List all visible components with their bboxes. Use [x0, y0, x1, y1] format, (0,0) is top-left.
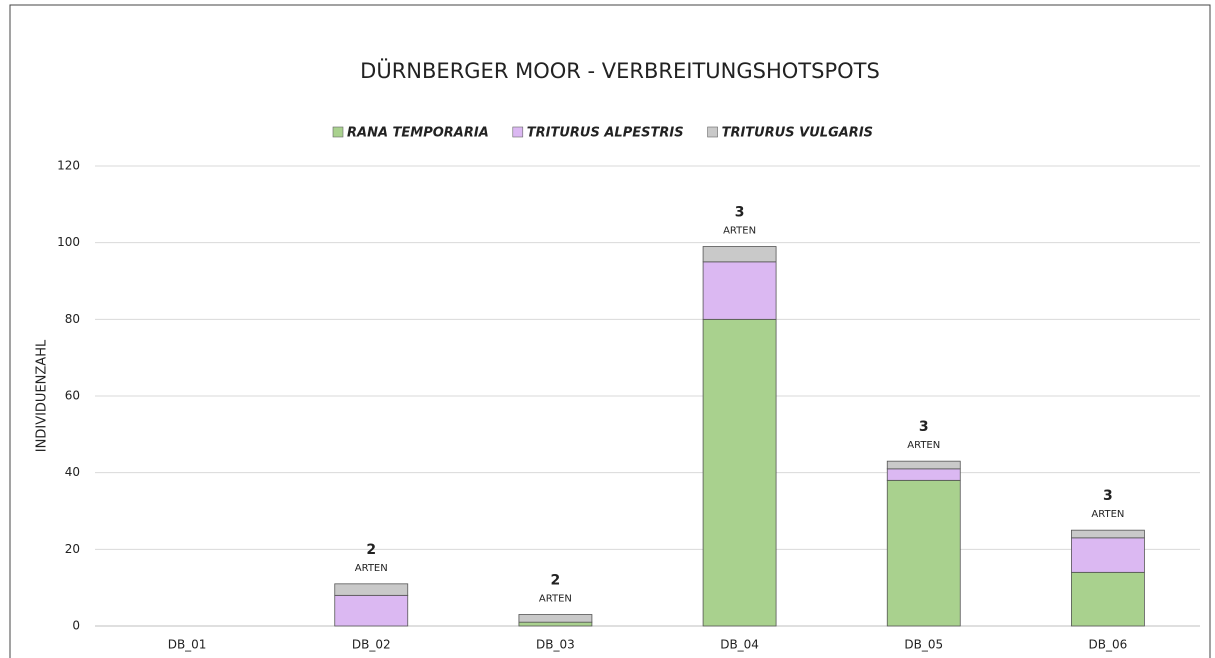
legend-swatch [512, 126, 524, 138]
bar-segment [886, 479, 961, 627]
y-axis-label: INDIVIDUENZAHL [35, 339, 50, 452]
species-label: ARTEN [1091, 509, 1124, 520]
bar-segment [702, 261, 777, 320]
species-label: ARTEN [539, 594, 572, 605]
legend-label: TRITURUS VULGARIS [722, 126, 873, 141]
x-tick-label: DB_03 [536, 638, 575, 652]
y-tick-label: 80 [65, 312, 80, 326]
species-count: 2 [551, 573, 561, 589]
y-tick-label: 0 [72, 619, 80, 633]
bar-segment [518, 614, 593, 623]
species-count: 2 [366, 542, 376, 558]
x-tick-label: DB_06 [1089, 638, 1128, 652]
y-tick-label: 120 [57, 159, 80, 173]
bar-segment [518, 621, 593, 627]
legend-label: RANA TEMPORARIA [347, 126, 489, 141]
legend-swatch [332, 126, 344, 138]
x-tick-label: DB_02 [352, 638, 391, 652]
y-tick-label: 40 [65, 465, 80, 479]
x-tick-label: DB_05 [904, 638, 943, 652]
bar-segment [702, 246, 777, 263]
bar-segment [1071, 529, 1145, 539]
bar-segment [886, 460, 961, 470]
bar-segment [702, 318, 777, 627]
bar-segment [886, 468, 961, 481]
bar-segment [1071, 571, 1145, 627]
bar-segment [1071, 537, 1145, 573]
species-label: ARTEN [355, 563, 388, 574]
frame [9, 4, 1211, 658]
y-tick-label: 100 [57, 235, 80, 249]
species-label: ARTEN [723, 226, 756, 237]
legend-swatch [707, 126, 718, 138]
species-count: 3 [919, 419, 929, 435]
legend-label: TRITURUS ALPESTRIS [527, 126, 684, 141]
bar-segment [334, 594, 409, 627]
y-tick-label: 20 [65, 542, 80, 556]
x-tick-label: DB_01 [168, 638, 207, 652]
species-label: ARTEN [907, 440, 940, 451]
species-count: 3 [735, 205, 745, 221]
bar-segment [334, 583, 409, 596]
chart-title: DÜRNBERGER MOOR - VERBREITUNGSHOTSPOTS [360, 58, 880, 83]
y-tick-label: 60 [65, 389, 80, 403]
species-count: 3 [1103, 488, 1113, 504]
x-tick-label: DB_04 [720, 638, 759, 652]
